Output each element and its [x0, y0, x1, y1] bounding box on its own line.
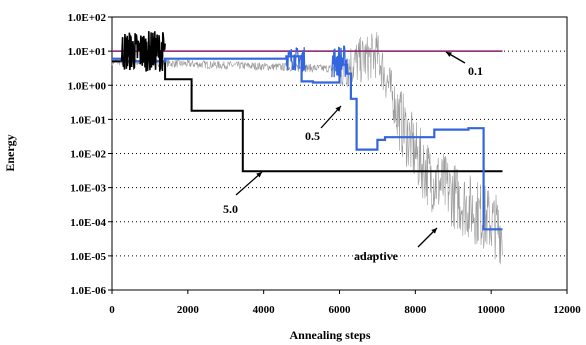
arrow-5.0	[235, 171, 263, 196]
series-0.5	[112, 55, 503, 231]
x-tick-label: 12000	[553, 304, 581, 316]
series-5.0-burst	[120, 31, 166, 72]
arrow-5.0-head	[256, 172, 262, 178]
series-0.5-burst	[285, 47, 306, 73]
x-tick-label: 4000	[253, 304, 276, 316]
x-tick-label: 8000	[404, 304, 427, 316]
arrow-0.5-head	[335, 106, 341, 112]
annotation-0.5: 0.5	[305, 129, 320, 143]
y-tick-label: 1.0E-01	[70, 114, 106, 126]
y-tick-label: 1.0E-04	[70, 217, 106, 229]
y-tick-label: 1.0E+01	[68, 46, 106, 58]
y-axis: 1.0E-06 1.0E-05 1.0E-04 1.0E-03 1.0E-02 1.0E-…	[68, 12, 112, 297]
plot-series	[111, 31, 503, 265]
x-tick-label: 2000	[177, 304, 200, 316]
series-adaptive	[111, 31, 503, 265]
x-axis-title: Annealing steps	[289, 328, 370, 342]
x-axis: 0 2000 4000 6000 8000 10000 12000	[109, 290, 581, 316]
series-5.0	[112, 60, 503, 173]
y-tick-label: 1.0E-02	[70, 149, 106, 161]
annotation-adaptive: adaptive	[354, 249, 399, 263]
x-tick-label: 0	[109, 304, 115, 316]
y-tick-label: 1.0E+00	[68, 80, 107, 92]
y-tick-label: 1.0E+02	[68, 12, 107, 24]
y-tick-label: 1.0E-05	[70, 251, 106, 263]
x-tick-label: 6000	[329, 304, 352, 316]
y-tick-label: 1.0E-06	[70, 285, 106, 297]
annotations: 0.1 0.5 5.0 adaptive	[223, 51, 483, 263]
arrow-adaptive-head	[431, 228, 437, 234]
x-tick-label: 10000	[477, 304, 505, 316]
annotation-5.0: 5.0	[223, 202, 238, 216]
series-0.5-burst	[331, 45, 348, 78]
annotation-0.1: 0.1	[468, 64, 483, 78]
y-tick-label: 1.0E-03	[70, 183, 106, 195]
arrow-0.1-head	[446, 52, 452, 57]
y-axis-title: Energy	[3, 134, 17, 171]
